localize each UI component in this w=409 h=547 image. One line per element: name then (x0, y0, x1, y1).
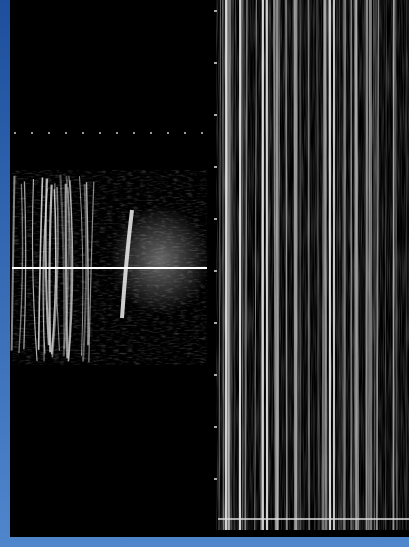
m-mode-streak (308, 0, 309, 530)
m-mode-streak (229, 0, 230, 530)
ultrasound-screenshot (0, 0, 409, 547)
depth-dot (99, 132, 101, 134)
scale-tick (214, 374, 217, 376)
scale-tick (214, 218, 217, 220)
m-mode-streak (268, 0, 269, 530)
scale-tick (214, 114, 217, 116)
depth-dot (31, 132, 33, 134)
page: (() => { const svg = document.getElement… (0, 0, 409, 547)
depth-dot (167, 132, 169, 134)
m-mode-streak (365, 0, 366, 530)
depth-dot (14, 132, 16, 134)
m-mode-streak (374, 0, 375, 530)
scale-tick (214, 166, 217, 168)
depth-dot (201, 132, 203, 134)
m-mode-streak (295, 0, 296, 530)
scale-tick (214, 270, 217, 272)
depth-dot (48, 132, 50, 134)
m-mode-panel (214, 0, 409, 530)
m-mode-streak (223, 0, 224, 530)
depth-dot (133, 132, 135, 134)
depth-dot (150, 132, 152, 134)
depth-dot (116, 132, 118, 134)
scale-tick (214, 426, 217, 428)
scale-tick (214, 62, 217, 64)
depth-dot (184, 132, 186, 134)
scale-tick (214, 10, 217, 12)
scale-tick (214, 322, 217, 324)
scale-tick (214, 478, 217, 480)
depth-dot (82, 132, 84, 134)
depth-dot (65, 132, 67, 134)
